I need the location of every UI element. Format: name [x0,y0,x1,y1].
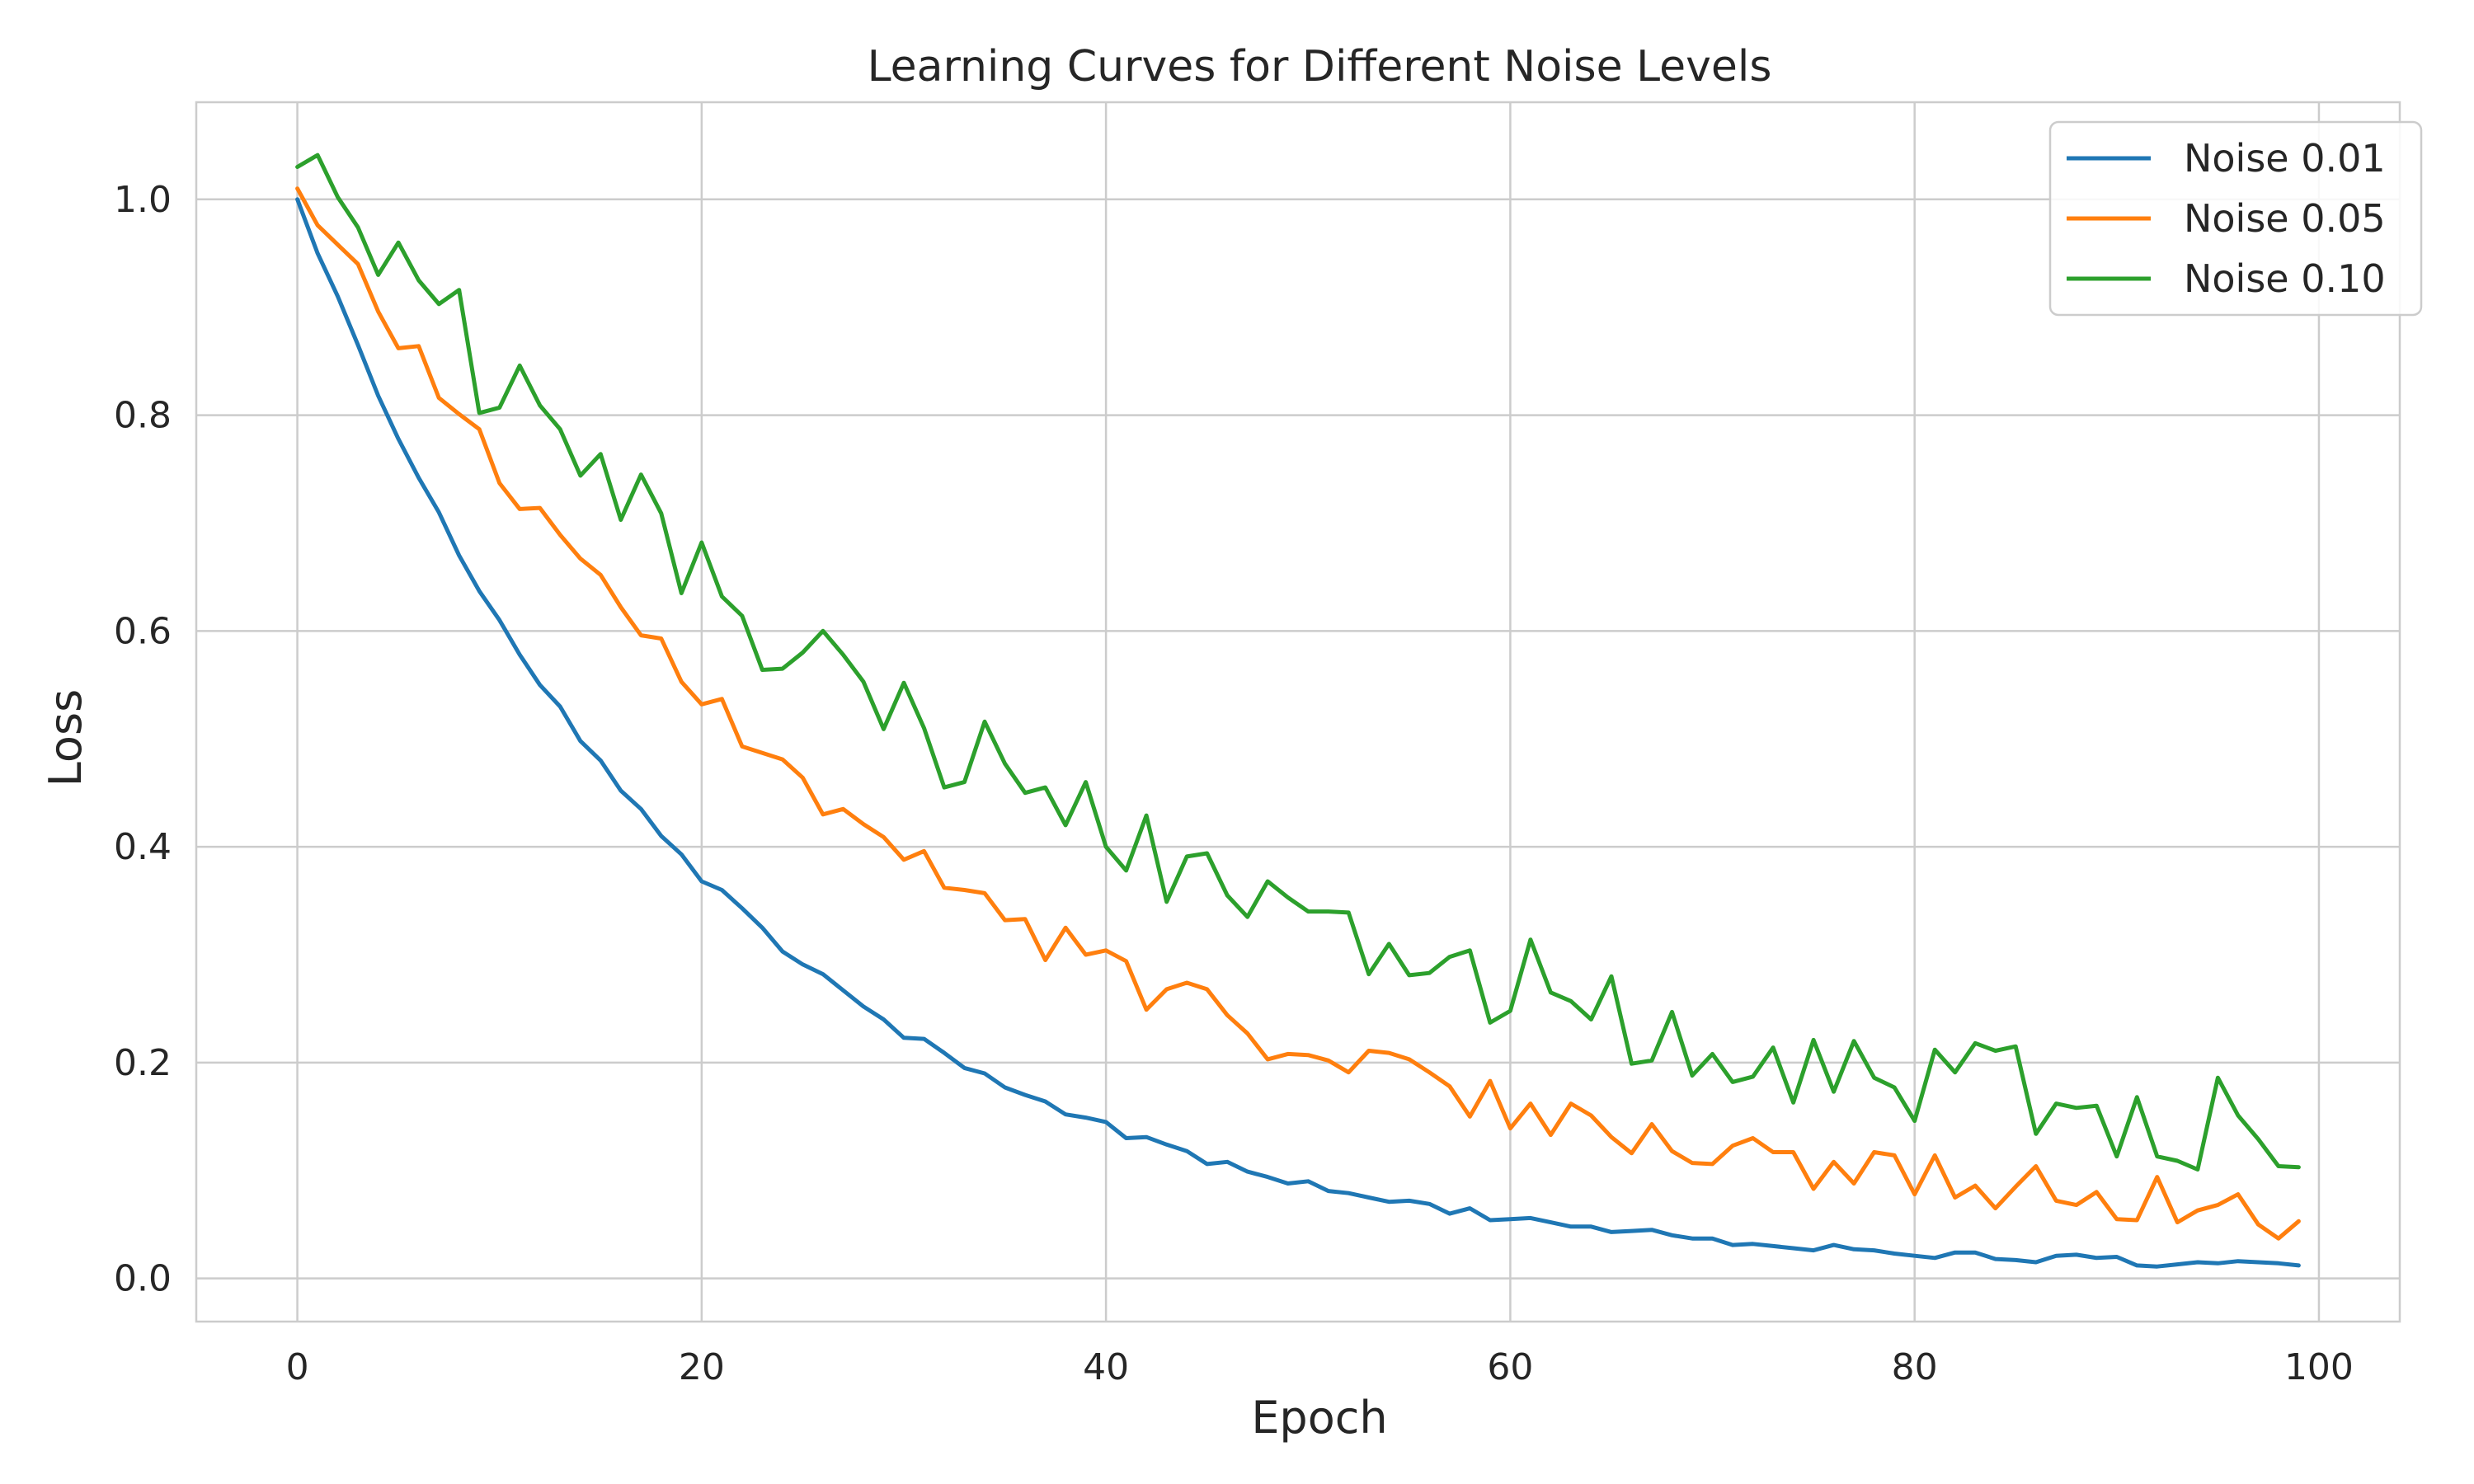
y-tick-label: 0.2 [114,1042,172,1084]
y-tick-label: 0.0 [114,1258,172,1300]
x-tick-label: 20 [679,1346,725,1388]
series-layer [295,153,2301,1269]
legend: Noise 0.01 Noise 0.05 Noise 0.10 [2048,120,2423,317]
plot-frame [195,101,2401,1323]
x-tick-label: 0 [286,1346,309,1388]
x-tick-label: 80 [1892,1346,1938,1388]
y-tick-label: 1.0 [114,179,172,221]
series-line-noise-0-01 [295,197,2301,1269]
legend-box [2048,120,2423,317]
chart-title: Learning Curves for Different Noise Leve… [868,42,1772,92]
legend-label-noise-0-10: Noise 0.10 [2184,256,2386,301]
y-tick-label: 0.4 [114,826,172,868]
y-tick-label: 0.8 [114,395,172,437]
series-line-noise-0-10 [295,153,2301,1172]
x-tick-label: 60 [1487,1346,1533,1388]
x-axis-label: Epoch [1251,1392,1387,1444]
legend-label-noise-0-05: Noise 0.05 [2184,196,2386,241]
y-tick-label: 0.6 [114,610,172,652]
grid [196,102,2400,1322]
y-axis-label: Loss [40,689,92,787]
legend-label-noise-0-01: Noise 0.01 [2184,136,2386,181]
x-tick-label: 40 [1083,1346,1129,1388]
x-tick-label: 100 [2284,1346,2354,1388]
series-line-noise-0-05 [295,186,2301,1241]
tick-labels: 0 20 40 60 80 100 0.0 0.2 0.4 0.6 0.8 1.0 [114,179,2354,1388]
